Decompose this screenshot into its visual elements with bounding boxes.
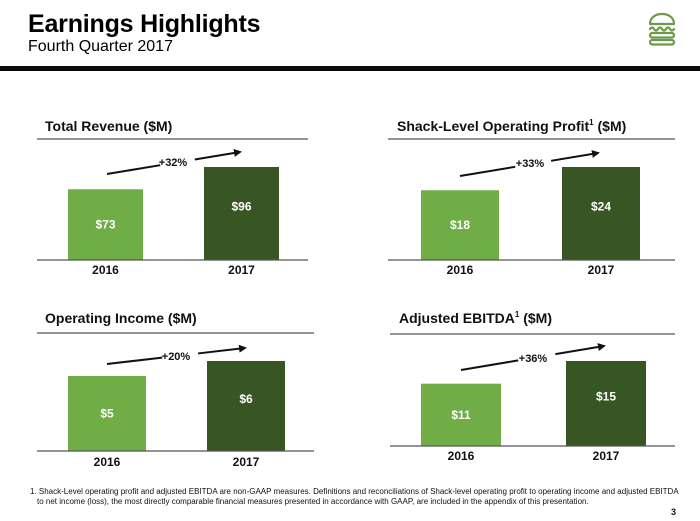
page-subtitle: Fourth Quarter 2017: [28, 38, 173, 55]
bar-2017: [204, 167, 279, 260]
bar-value-label: $6: [239, 392, 253, 406]
chart-title: Total Revenue ($M): [45, 118, 172, 134]
footnote-marker: 1: [589, 118, 594, 127]
bar-2016: [421, 190, 499, 260]
growth-arrow-icon: [550, 150, 600, 162]
header-divider: [0, 66, 700, 71]
bar-2016: [421, 383, 501, 446]
bar-value-label: $24: [591, 200, 611, 214]
growth-label: +36%: [519, 353, 548, 365]
chart-panel-3: Operating Income ($M) $5 2016 $6 2017 +20%: [37, 310, 314, 469]
footnote-line-2: to net income (loss), the most directly …: [37, 497, 589, 506]
growth-arrow-tail: [106, 356, 163, 365]
chart-panel-1: Total Revenue ($M) $73 2016 $96 2017 +32%: [37, 118, 308, 277]
title-units: ($M): [519, 310, 552, 326]
x-tick-label: 2016: [448, 449, 475, 463]
growth-arrow-tail: [460, 359, 519, 371]
growth-arrow-tail: [106, 164, 161, 175]
footnote-marker: 1: [515, 310, 520, 319]
bar-value-label: $18: [450, 218, 470, 232]
growth-label: +32%: [159, 157, 188, 169]
bar-2017: [207, 361, 285, 451]
x-tick-label: 2016: [92, 263, 119, 277]
chart-panel-2: Shack-Level Operating Profit1 ($M) $18 201…: [388, 118, 675, 277]
bar-2017: [566, 361, 646, 446]
x-tick-label: 2017: [588, 263, 615, 277]
footnote: 1. Shack-Level operating profit and adju…: [30, 487, 680, 507]
x-tick-label: 2017: [233, 455, 260, 469]
bar-value-label: $11: [451, 408, 471, 422]
x-tick-label: 2016: [447, 263, 474, 277]
bar-value-label: $5: [100, 407, 114, 421]
growth-label: +33%: [516, 158, 545, 170]
chart-title: Adjusted EBITDA1 ($M): [399, 310, 552, 326]
page-title: Earnings Highlights: [28, 10, 261, 38]
bar-value-label: $96: [231, 200, 251, 214]
bar-2016: [68, 376, 146, 451]
growth-arrow-tail: [459, 165, 516, 177]
chart-title: Shack-Level Operating Profit1 ($M): [397, 118, 626, 134]
growth-arrow-icon: [194, 149, 242, 161]
x-tick-label: 2017: [228, 263, 255, 277]
bar-value-label: $15: [596, 390, 616, 404]
bar-2017: [562, 167, 640, 260]
title-units: ($M): [594, 118, 627, 134]
x-tick-label: 2016: [94, 455, 121, 469]
page-number: 3: [671, 507, 677, 517]
footnote-line-1: 1. Shack-Level operating profit and adju…: [30, 487, 679, 496]
bar-value-label: $73: [95, 218, 115, 232]
growth-arrow-icon: [197, 344, 247, 355]
chart-title: Operating Income ($M): [45, 310, 197, 326]
x-tick-label: 2017: [593, 449, 620, 463]
burger-icon: [648, 12, 676, 46]
growth-label: +20%: [162, 351, 191, 363]
growth-arrow-icon: [555, 343, 606, 356]
bar-2016: [68, 189, 143, 260]
chart-panel-4: Adjusted EBITDA1 ($M) $11 2016 $15 2017 +36%: [390, 310, 675, 463]
